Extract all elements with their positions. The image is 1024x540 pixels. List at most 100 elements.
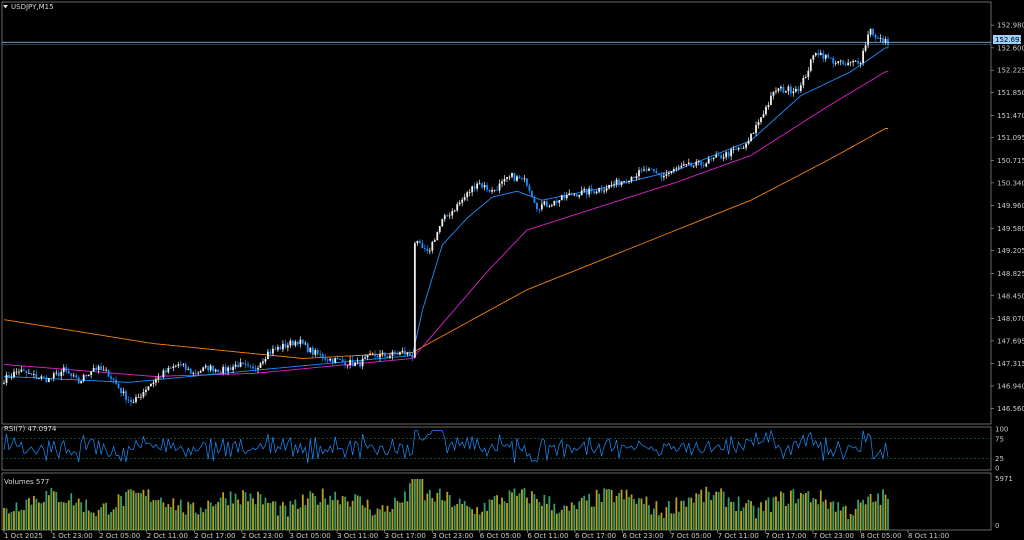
- candle-body: [359, 361, 361, 367]
- volume-bar: [635, 503, 638, 530]
- candle-body: [167, 367, 170, 373]
- volume-bar: [212, 506, 215, 530]
- candle-body: [553, 200, 556, 206]
- volume-bar: [448, 495, 451, 530]
- candle-body: [839, 60, 842, 62]
- candle-body: [558, 200, 561, 203]
- candle-body: [147, 386, 150, 390]
- candle-body: [702, 165, 705, 167]
- volume-bar: [653, 508, 655, 530]
- time-tick-label: 7 Oct 17:00: [765, 532, 806, 540]
- volume-bar: [70, 493, 73, 530]
- volume-bar: [884, 494, 887, 530]
- candle-body: [521, 178, 523, 180]
- candle-body: [351, 359, 354, 367]
- volume-bar: [306, 498, 309, 530]
- price-tick-label: 150.715: [997, 157, 1024, 165]
- volume-bar: [578, 501, 581, 530]
- volume-bar: [135, 492, 137, 530]
- triangle-down-icon[interactable]: [3, 5, 8, 9]
- candle-body: [884, 38, 887, 43]
- volume-bar: [304, 505, 307, 530]
- volume-bar: [628, 496, 630, 530]
- candle-body: [844, 64, 847, 66]
- time-tick-label: 6 Oct 11:00: [527, 532, 568, 540]
- volume-bar: [252, 498, 254, 530]
- candle-body: [247, 364, 249, 366]
- volume-bar: [366, 499, 369, 530]
- volume-bar: [50, 487, 53, 530]
- candle-body: [70, 373, 73, 376]
- candle-body: [785, 91, 787, 93]
- candle-body: [807, 70, 810, 78]
- volume-bar: [730, 501, 733, 530]
- volume-bar: [859, 502, 862, 530]
- candle-body: [772, 91, 775, 96]
- candle-body: [18, 371, 20, 373]
- candle-body: [570, 193, 573, 195]
- candle-body: [294, 341, 297, 346]
- candle-body: [488, 189, 491, 192]
- price-axis: 152.980 152.600 152.225 151.850 151.470 151.0…: [2, 22, 1024, 413]
- candle-body: [95, 367, 98, 370]
- candle-body: [428, 250, 431, 252]
- volume-bar: [645, 496, 648, 530]
- volume-bar: [491, 499, 493, 530]
- volume-bar: [369, 509, 371, 530]
- volume-bar: [65, 502, 68, 530]
- candle-body: [538, 209, 541, 210]
- candle-body: [379, 353, 381, 358]
- candle-body: [516, 176, 518, 181]
- candle-body: [37, 378, 40, 380]
- chart-header[interactable]: USDJPY,M15: [3, 3, 54, 11]
- candle-body: [782, 86, 785, 93]
- volume-bar: [274, 501, 277, 530]
- candle-body: [628, 180, 630, 183]
- volume-bar: [824, 499, 827, 530]
- volume-bar: [381, 505, 384, 530]
- candle-body: [638, 170, 640, 177]
- volume-bar: [610, 489, 613, 530]
- volume-bar: [742, 507, 745, 530]
- volume-bar: [867, 496, 869, 530]
- candle-body: [712, 157, 715, 159]
- volume-bar: [399, 502, 401, 530]
- volume-bar: [446, 491, 449, 530]
- candle-body: [645, 169, 648, 171]
- volume-bar: [722, 491, 725, 530]
- volume-bar: [772, 497, 775, 530]
- volume-bar: [92, 512, 95, 530]
- candle-body: [578, 195, 581, 197]
- candle-body: [847, 62, 850, 66]
- volume-bar: [204, 508, 207, 530]
- volume-bar: [85, 499, 88, 530]
- candle-body: [770, 95, 772, 106]
- volume-bar: [189, 504, 192, 530]
- candle-body: [535, 202, 538, 210]
- candle-body: [658, 173, 660, 175]
- volume-bar: [443, 500, 446, 530]
- candle-body: [563, 195, 566, 199]
- candle-body: [740, 147, 742, 149]
- volume-bar: [137, 492, 140, 530]
- volume-bar: [777, 501, 780, 530]
- volume-bar: [232, 503, 234, 530]
- volume-bar: [600, 501, 603, 530]
- panel-frames: [1, 1, 992, 531]
- volume-bar: [727, 497, 730, 530]
- candle-body: [623, 180, 625, 182]
- time-tick-label: 3 Oct 17:00: [385, 532, 426, 540]
- volume-bar: [548, 496, 551, 530]
- candle-body: [20, 369, 23, 372]
- candle-body: [720, 155, 723, 159]
- volume-bar: [767, 497, 770, 530]
- candle-body: [115, 379, 117, 384]
- volume-bar: [605, 489, 608, 530]
- candle-body: [184, 364, 187, 370]
- candle-body: [648, 168, 650, 171]
- candle-body: [401, 350, 404, 353]
- candle-body: [832, 57, 835, 64]
- volume-bar: [849, 513, 852, 530]
- candle-body: [132, 402, 135, 403]
